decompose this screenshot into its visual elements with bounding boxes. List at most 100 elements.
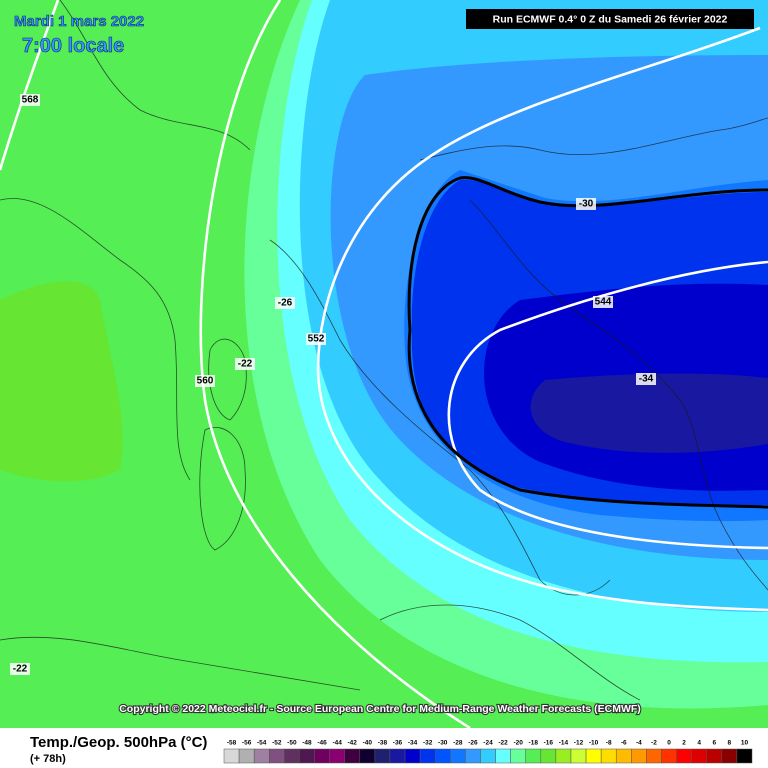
isohypse <box>447 260 768 550</box>
scale-swatch <box>691 748 707 764</box>
forecast-date: Mardi 1 mars 2022 <box>14 13 144 30</box>
run-box <box>466 9 754 29</box>
contour-label: -34 <box>639 374 654 385</box>
contour-label: 568 <box>22 95 39 106</box>
scale-swatch <box>223 748 240 764</box>
scale-swatch <box>419 748 436 764</box>
legend-lead: (+ 78h) <box>30 753 66 765</box>
scale-label: -20 <box>513 740 523 747</box>
contour-label: -30 <box>579 199 594 210</box>
contour-label: 552 <box>308 334 325 345</box>
scale-swatch <box>389 748 406 764</box>
isohypse <box>0 0 60 171</box>
scale-label: -4 <box>636 740 642 747</box>
coastline <box>379 604 641 701</box>
scale-swatch <box>344 748 361 764</box>
scale-swatch <box>676 748 692 764</box>
contour-label: -22 <box>13 664 28 675</box>
scale-swatch <box>269 748 285 764</box>
contour-label: -26 <box>278 298 293 309</box>
scale-label: -42 <box>348 740 358 747</box>
scale-swatch <box>585 748 602 764</box>
run-info: Run ECMWF 0.4° 0 Z du Samedi 26 février … <box>493 13 728 25</box>
scale-swatch <box>299 748 315 764</box>
scale-label: -38 <box>378 740 388 747</box>
scale-label: -36 <box>393 740 403 747</box>
scale-swatch <box>359 748 376 764</box>
scale-label: -22 <box>498 740 508 747</box>
coastline <box>0 198 191 481</box>
scale-label: -52 <box>272 740 282 747</box>
scale-label: -48 <box>302 740 312 747</box>
scale-swatch <box>600 748 617 764</box>
scale-swatch <box>555 748 572 764</box>
scale-label: -34 <box>408 740 418 747</box>
contour-label-bg <box>593 296 613 308</box>
island-outline <box>208 338 247 421</box>
scale-swatch <box>706 748 723 764</box>
scale-swatch <box>253 748 270 764</box>
scale-swatch <box>450 748 466 764</box>
contour-label: 544 <box>595 297 612 308</box>
border <box>59 0 251 151</box>
scale-label: -6 <box>621 740 627 747</box>
scale-label: 4 <box>697 740 701 747</box>
scale-label: -58 <box>227 740 237 747</box>
contour-label-bg <box>576 198 596 210</box>
scale-swatch <box>646 748 662 764</box>
scale-label: -12 <box>574 740 584 747</box>
isohypse <box>316 26 768 612</box>
scale-swatch <box>661 748 677 764</box>
scale-label: -2 <box>651 740 657 747</box>
contour-label-bg <box>235 358 255 370</box>
isohypse <box>199 0 471 728</box>
scale-label: -44 <box>332 740 342 747</box>
legend-title: Temp./Geop. 500hPa (°C) <box>30 734 207 751</box>
scale-swatch <box>615 748 632 764</box>
color-scale: -58 -56 -54 -52 -50 -48 -46 -44 -42 -40 -38 -36 -34-… <box>223 740 753 764</box>
coastline <box>469 199 768 591</box>
scale-label: -8 <box>606 740 612 747</box>
contour-label-bg <box>20 94 40 106</box>
scale-swatch <box>374 748 391 764</box>
scale-label: -28 <box>453 740 463 747</box>
scale-swatch <box>314 748 330 764</box>
scale-swatch <box>721 748 738 764</box>
scale-label: -14 <box>559 740 569 747</box>
scale-label: 6 <box>712 740 716 747</box>
scale-swatch <box>404 748 421 764</box>
scale-swatch <box>238 748 255 764</box>
scale-label: -18 <box>529 740 539 747</box>
coastline <box>0 636 361 691</box>
contour-label-bg <box>275 297 295 309</box>
geopotential-lines <box>0 0 768 728</box>
scale-swatch <box>284 748 300 764</box>
scale-label: -26 <box>468 740 478 747</box>
scale-label: -24 <box>483 740 493 747</box>
band-dark-navy <box>530 373 768 453</box>
band-light-green <box>0 281 123 482</box>
copyright: Copyright © 2022 Meteociel.fr - Source E… <box>119 703 641 715</box>
scale-label: -32 <box>423 740 433 747</box>
contour-label-bg <box>306 333 326 345</box>
scale-label: -56 <box>242 740 252 747</box>
contour-label: -22 <box>238 359 253 370</box>
forecast-time: 7:00 locale <box>22 35 124 57</box>
contour-label: 560 <box>197 376 214 387</box>
contour-label-bg <box>636 373 656 385</box>
scale-swatch <box>525 748 542 764</box>
scale-label: 2 <box>682 740 686 747</box>
scale-swatch <box>736 748 753 764</box>
contour-label-bg <box>195 375 215 387</box>
scale-label: 0 <box>667 740 671 747</box>
scale-label: -50 <box>287 740 297 747</box>
scale-label: -40 <box>363 740 373 747</box>
island-outline <box>199 427 246 551</box>
scale-swatch <box>434 748 451 764</box>
scale-label: -30 <box>438 740 448 747</box>
scale-label: -54 <box>257 740 267 747</box>
scale-swatch <box>631 748 647 764</box>
contour-labels: 568 -26 552 -22 560 -30 544 -34 -22 <box>10 94 656 675</box>
contour-label-bg <box>10 663 30 675</box>
